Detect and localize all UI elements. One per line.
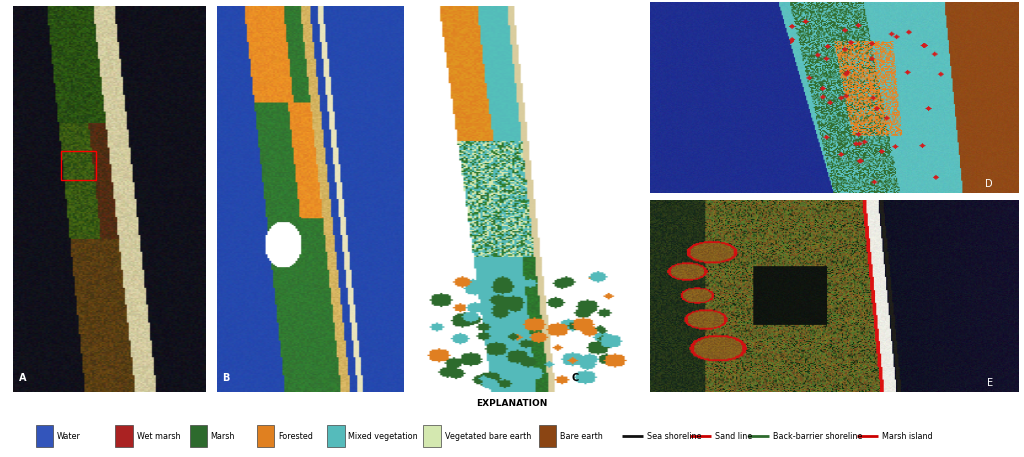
- Text: C: C: [571, 373, 579, 383]
- Bar: [257, 425, 274, 447]
- Text: B: B: [222, 373, 229, 383]
- Bar: [189, 425, 207, 447]
- Text: Marsh island: Marsh island: [882, 432, 932, 441]
- Text: D: D: [985, 179, 993, 189]
- Bar: [61, 151, 96, 180]
- Bar: [328, 425, 344, 447]
- Text: Forested: Forested: [279, 432, 313, 441]
- Text: E: E: [987, 378, 993, 388]
- Text: Back-barrier shoreline: Back-barrier shoreline: [773, 432, 862, 441]
- Bar: [36, 425, 53, 447]
- Text: Bare earth: Bare earth: [560, 432, 603, 441]
- Text: Sea shoreline: Sea shoreline: [647, 432, 701, 441]
- Text: Water: Water: [56, 432, 81, 441]
- Text: EXPLANATION: EXPLANATION: [476, 399, 548, 408]
- Bar: [424, 425, 440, 447]
- Text: Vegetated bare earth: Vegetated bare earth: [444, 432, 530, 441]
- Text: Mixed vegetation: Mixed vegetation: [348, 432, 418, 441]
- Text: A: A: [19, 373, 27, 383]
- Bar: [539, 425, 556, 447]
- Bar: [116, 425, 133, 447]
- Text: Sand line: Sand line: [715, 432, 753, 441]
- Text: Wet marsh: Wet marsh: [136, 432, 180, 441]
- Text: Marsh: Marsh: [211, 432, 236, 441]
